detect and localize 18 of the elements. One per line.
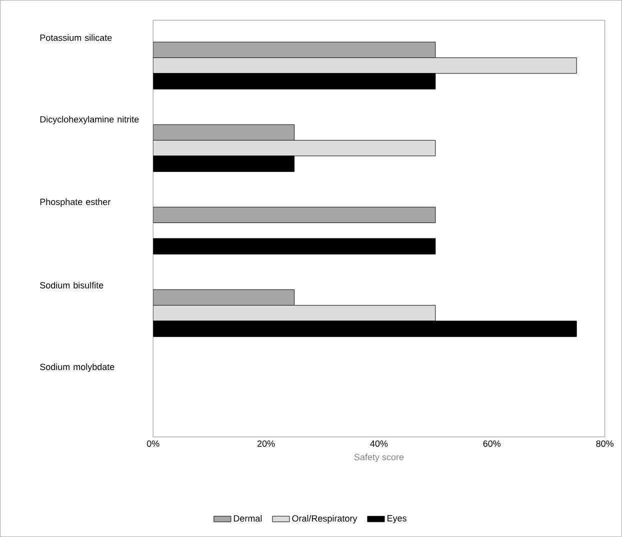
bar bbox=[153, 305, 436, 322]
y-tick-label: Sodium molybdate bbox=[40, 363, 114, 372]
bar bbox=[153, 206, 436, 224]
y-tick-label: Sodium bisulfite bbox=[40, 282, 104, 288]
x-tick-label: 20% bbox=[257, 440, 275, 447]
bar bbox=[153, 57, 577, 74]
y-tick-label: Dicyclohexylamine nitrite bbox=[40, 116, 139, 124]
x-tick-label: 60% bbox=[483, 440, 501, 447]
x-tick-label: 80% bbox=[596, 440, 614, 447]
legend-label: Dermal bbox=[234, 514, 262, 522]
y-tick-label: Phosphate esther bbox=[40, 198, 110, 207]
x-axis-title: Safety score bbox=[354, 454, 404, 462]
legend-label: Oral/Respiratory bbox=[292, 514, 358, 524]
legend-label: Eyes bbox=[388, 515, 406, 524]
x-tick-label: 40% bbox=[370, 440, 388, 447]
y-tick-label: Potassium silicate bbox=[40, 34, 112, 41]
bar bbox=[153, 140, 436, 156]
x-tick-label: 0% bbox=[146, 440, 160, 447]
